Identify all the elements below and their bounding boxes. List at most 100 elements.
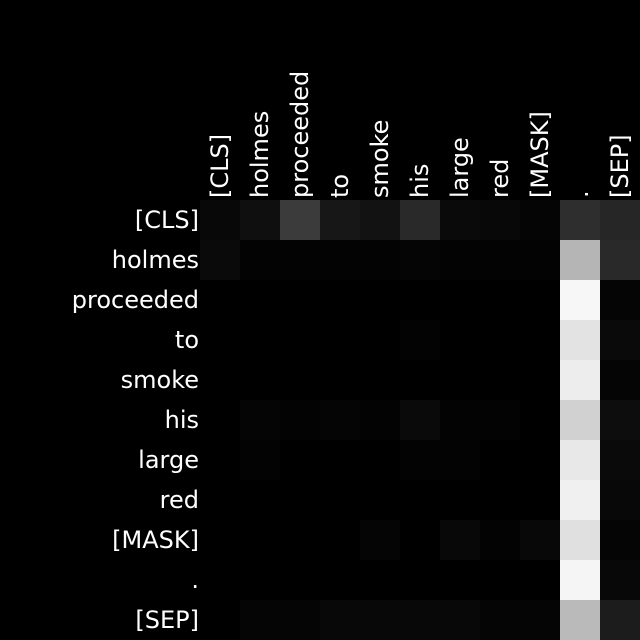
heatmap-cell [280,560,320,600]
heatmap-cell [480,400,520,440]
heatmap-cell [360,400,400,440]
heatmap-cell [400,520,440,560]
heatmap-cell [440,360,480,400]
y-tick-label: [MASK] [112,526,199,554]
y-tick-label: to [175,326,199,354]
heatmap-cell [320,440,360,480]
heatmap-cell [560,480,600,520]
heatmap-cell [440,400,480,440]
heatmap-cell [240,440,280,480]
heatmap-cell [200,200,240,240]
y-tick-label: . [191,566,199,594]
x-tick-label: his [406,164,434,198]
heatmap-cell [240,520,280,560]
heatmap-cell [600,200,640,240]
heatmap-cell [360,600,400,640]
heatmap-cell [600,280,640,320]
x-tick-label: to [326,174,354,198]
heatmap-cell [280,240,320,280]
heatmap-cell [400,320,440,360]
heatmap-cell [520,480,560,520]
x-tick-label: proceeded [286,71,314,198]
heatmap-cell [400,200,440,240]
heatmap-cell [280,520,320,560]
x-tick-label: smoke [366,120,394,198]
heatmap-cell [520,360,560,400]
heatmap-cell [240,280,280,320]
heatmap-cell [320,360,360,400]
heatmap-cell [600,480,640,520]
heatmap-cell [560,200,600,240]
heatmap-cell [480,280,520,320]
heatmap-cell [400,280,440,320]
heatmap-cell [240,400,280,440]
y-tick-label: large [138,446,199,474]
heatmap-cell [320,320,360,360]
heatmap-cell [280,360,320,400]
x-tick-label: . [566,190,594,198]
heatmap-cell [600,440,640,480]
heatmap-cell [560,600,600,640]
x-tick-label: large [446,137,474,198]
y-tick-labels: [CLS] holmes proceeded to smoke his large red [M… [72,206,199,634]
heatmap-cell [600,400,640,440]
x-tick-labels: [CLS] holmes proceeded to smoke his large red [M… [206,71,634,198]
heatmap-cell [520,280,560,320]
heatmap-cell [480,240,520,280]
heatmap-cell [240,320,280,360]
x-tick-label: [MASK] [526,111,554,198]
heatmap-cell [360,200,400,240]
heatmap-cell [280,440,320,480]
heatmap-cell [520,400,560,440]
heatmap-cell [280,600,320,640]
heatmap-cell [600,560,640,600]
heatmap-cell [520,600,560,640]
y-tick-label: [SEP] [135,606,199,634]
heatmap-cell [280,480,320,520]
heatmap-cell [200,560,240,600]
heatmap-cell [360,240,400,280]
heatmap-cell [600,520,640,560]
heatmap-cell [320,600,360,640]
y-tick-label: his [165,406,199,434]
heatmap-cell [480,440,520,480]
y-tick-label: [CLS] [135,206,199,234]
heatmap-cell [520,240,560,280]
y-tick-label: smoke [121,366,199,394]
heatmap-cell [360,520,400,560]
heatmap-cell [520,520,560,560]
heatmap-cell [480,320,520,360]
heatmap-cell [400,440,440,480]
heatmap-cell [480,520,520,560]
heatmap-cell [480,480,520,520]
heatmap-cell [560,240,600,280]
heatmap-cell [280,280,320,320]
heatmap-cell [320,280,360,320]
heatmap-cell [360,320,400,360]
heatmap-cell [280,200,320,240]
heatmap-cell [360,280,400,320]
heatmap-cell [560,560,600,600]
y-tick-label: proceeded [72,286,199,314]
heatmap-cell [600,600,640,640]
heatmap-cell [240,600,280,640]
heatmap-cell [480,200,520,240]
heatmap-cell [520,560,560,600]
y-tick-label: red [160,486,199,514]
heatmap-cell [320,520,360,560]
heatmap-cell [480,600,520,640]
heatmap-cell [560,280,600,320]
x-tick-label: [CLS] [206,134,234,198]
heatmap-cell [440,440,480,480]
heatmap-cell [320,200,360,240]
heatmap-cell [200,600,240,640]
heatmap-cell [600,240,640,280]
heatmap-cell [320,560,360,600]
heatmap-cell [280,400,320,440]
heatmap-cell [320,240,360,280]
heatmap-cell [480,360,520,400]
heatmap-cell [360,560,400,600]
heatmap-cell [240,480,280,520]
heatmap-cell [440,320,480,360]
heatmap-cell [560,400,600,440]
